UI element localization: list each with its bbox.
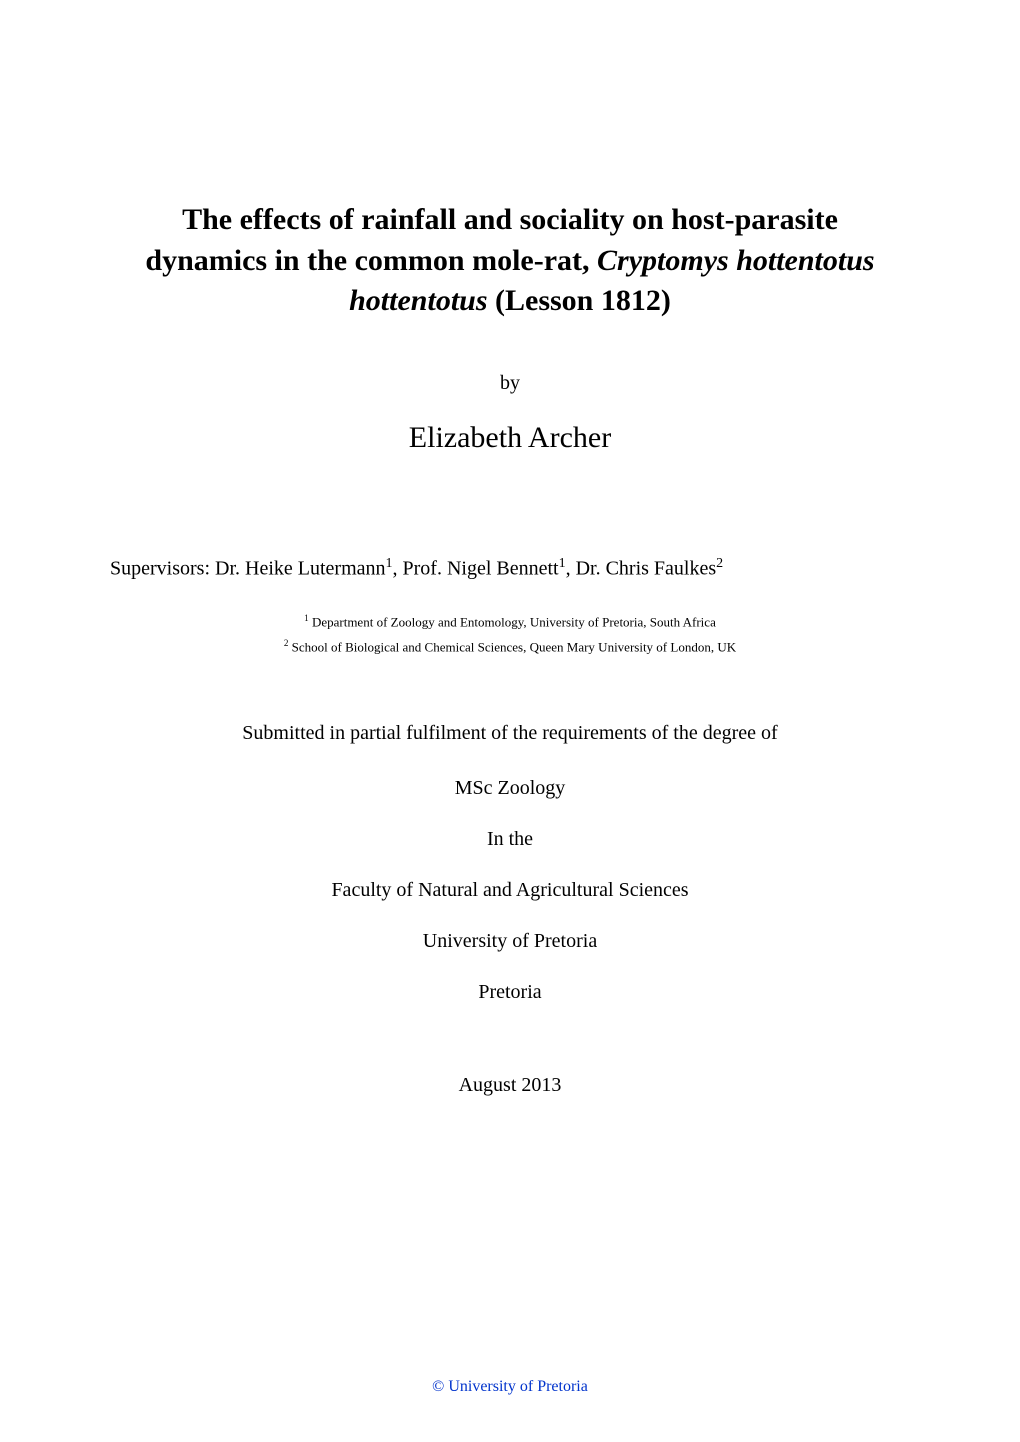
submitted-line: Submitted in partial fulfilment of the r… <box>110 722 910 745</box>
affiliation-1-text: Department of Zoology and Entomology, Un… <box>309 614 716 629</box>
supervisor-2-name: Prof. Nigel Bennett <box>403 557 559 579</box>
supervisors-prefix: Supervisors: <box>110 557 215 579</box>
page: The effects of rainfall and sociality on… <box>0 0 1020 1442</box>
in-the-line: In the <box>110 828 910 851</box>
affiliation-1: 1 Department of Zoology and Entomology, … <box>110 610 910 635</box>
title-line-3-post: (Lesson 1812) <box>488 284 671 317</box>
title-line-2-pre: dynamics in the common mole-rat, <box>145 244 597 277</box>
faculty-line: Faculty of Natural and Agricultural Scie… <box>110 879 910 902</box>
supervisor-1-ref: 1 <box>386 556 393 571</box>
affiliations-block: 1 Department of Zoology and Entomology, … <box>110 610 910 660</box>
university-line: University of Pretoria <box>110 930 910 953</box>
date-line: August 2013 <box>110 1074 910 1097</box>
supervisor-3-name: Dr. Chris Faulkes <box>576 557 717 579</box>
supervisor-1-name: Dr. Heike Lutermann <box>215 557 386 579</box>
supervisor-sep-2: , <box>566 557 576 579</box>
city-line: Pretoria <box>110 981 910 1004</box>
supervisors-line: Supervisors: Dr. Heike Lutermann1, Prof.… <box>110 555 910 583</box>
title-line-2-italic: Cryptomys hottentotus <box>597 244 875 277</box>
thesis-title-block: The effects of rainfall and sociality on… <box>110 200 910 322</box>
affiliation-2: 2 School of Biological and Chemical Scie… <box>110 635 910 660</box>
title-line-3-italic: hottentotus <box>349 284 487 317</box>
author-name: Elizabeth Archer <box>110 421 910 455</box>
supervisor-2-ref: 1 <box>559 556 566 571</box>
affiliation-2-text: School of Biological and Chemical Scienc… <box>288 640 736 655</box>
copyright-footer: © University of Pretoria <box>0 1378 1020 1396</box>
degree-line: MSc Zoology <box>110 777 910 800</box>
title-line-1: The effects of rainfall and sociality on… <box>182 203 838 236</box>
supervisor-sep-1: , <box>393 557 403 579</box>
by-label: by <box>110 372 910 395</box>
supervisor-3-ref: 2 <box>716 556 723 571</box>
